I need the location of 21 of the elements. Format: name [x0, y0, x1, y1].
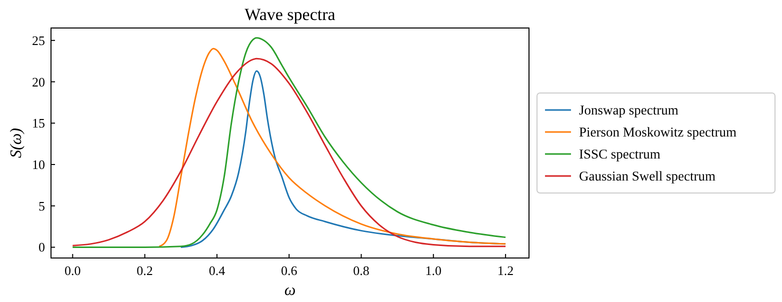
y-axis-title: S(ω) [8, 128, 25, 158]
y-tick-label: 10 [32, 157, 45, 172]
x-tick-label: 1.2 [497, 263, 514, 278]
x-tick-label: 0.4 [208, 263, 226, 278]
y-tick-label: 5 [38, 198, 45, 214]
chart-title: Wave spectra [244, 5, 336, 24]
legend-label: Pierson Moskowitz spectrum [579, 124, 737, 140]
x-tick-label: 0.6 [280, 263, 298, 278]
y-tick-label: 0 [38, 240, 45, 255]
y-tick-label: 20 [32, 74, 45, 90]
line-series [158, 48, 506, 248]
x-tick-label: 0.8 [353, 263, 370, 278]
legend-label: Jonswap spectrum [579, 102, 679, 118]
legend-label: ISSC spectrum [579, 146, 661, 162]
legend-label: Gaussian Swell spectrum [579, 168, 716, 184]
y-tick-label: 25 [32, 32, 45, 48]
x-tick-label: 0.2 [136, 263, 153, 278]
x-axis-title: ω [284, 282, 296, 299]
x-tick-label: 1.0 [425, 263, 442, 278]
y-tick-label: 15 [32, 116, 45, 131]
x-tick-label: 0.0 [64, 263, 81, 278]
